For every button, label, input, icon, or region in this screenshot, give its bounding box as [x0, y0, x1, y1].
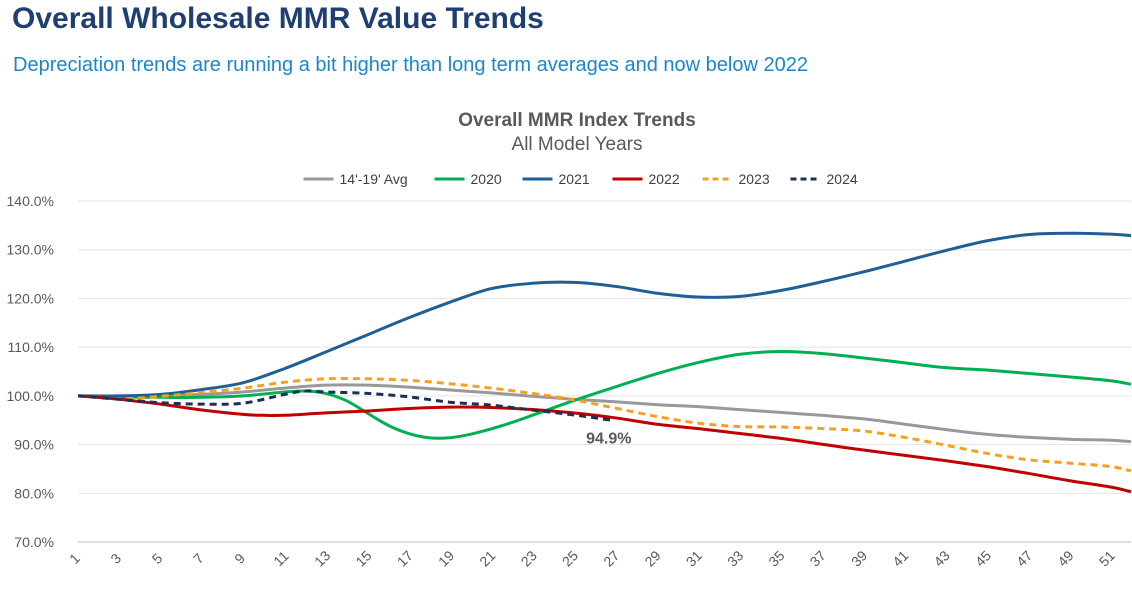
- x-tick-label: 5: [149, 550, 166, 567]
- y-axis: 70.0% 80.0% 90.0% 100.0% 110.0% 120.0% 130.0% 1…: [7, 193, 54, 550]
- y-tick-label: 100.0%: [7, 388, 54, 404]
- page-subtitle: Depreciation trends are running a bit hi…: [13, 54, 808, 76]
- legend-label-2020: 2020: [471, 171, 502, 187]
- x-tick-label: 19: [435, 547, 457, 569]
- x-tick-label: 15: [352, 547, 374, 569]
- chart-annotations: 94.9%: [586, 431, 631, 448]
- series-line-2022: [77, 394, 1132, 494]
- series-line-2020: [77, 349, 1132, 440]
- legend-label-2021: 2021: [559, 171, 590, 187]
- chart-title: Overall MMR Index Trends: [458, 110, 696, 131]
- series-line-2021: [77, 231, 1132, 398]
- y-tick-label: 130.0%: [7, 242, 54, 258]
- y-tick-label: 90.0%: [14, 437, 54, 453]
- x-tick-label: 9: [231, 550, 248, 567]
- legend-label-2024: 2024: [827, 171, 858, 187]
- x-tick-label: 41: [889, 547, 911, 569]
- page-title: Overall Wholesale MMR Value Trends: [12, 2, 544, 35]
- x-tick-label: 35: [765, 547, 787, 569]
- y-tick-label: 110.0%: [8, 339, 54, 355]
- y-tick-label: 70.0%: [14, 534, 54, 550]
- chart-subtitle: All Model Years: [512, 134, 643, 155]
- x-tick-label: 31: [683, 547, 705, 569]
- x-tick-label: 43: [930, 547, 952, 569]
- series-line-14-19-avg: [77, 383, 1132, 444]
- legend-label-2022: 2022: [649, 171, 680, 187]
- x-tick-label: 51: [1096, 547, 1118, 569]
- x-tick-label: 23: [518, 547, 540, 569]
- x-tick-label: 25: [559, 547, 581, 569]
- y-tick-label: 80.0%: [14, 485, 54, 501]
- series-line-2024: [77, 389, 616, 423]
- x-tick-label: 47: [1013, 547, 1035, 569]
- chart-legend: 14'-19' Avg 2020 2021 2022 2023 2024: [303, 171, 858, 187]
- x-tick-label: 11: [270, 548, 292, 570]
- x-tick-label: 1: [66, 550, 83, 567]
- x-tick-label: 17: [394, 547, 416, 569]
- x-axis: 1 3 5 7 9 11 13 15 17 19 21 23 25 27 29 31 33 35 37 39 41 43 4…: [66, 547, 1118, 569]
- x-tick-label: 21: [476, 547, 498, 569]
- x-tick-label: 45: [972, 547, 994, 569]
- data-label: 94.9%: [586, 431, 631, 448]
- x-tick-label: 27: [600, 547, 622, 569]
- y-tick-label: 120.0%: [7, 290, 54, 306]
- x-tick-label: 3: [107, 550, 124, 567]
- legend-label-2023: 2023: [739, 171, 770, 187]
- series-lines: [77, 231, 1132, 494]
- series-line-2023: [77, 376, 1132, 473]
- x-tick-label: 7: [190, 550, 207, 567]
- y-tick-label: 140.0%: [7, 193, 54, 209]
- x-tick-label: 49: [1054, 547, 1076, 569]
- x-tick-label: 39: [848, 547, 870, 569]
- legend-label-14-19-avg: 14'-19' Avg: [340, 171, 408, 187]
- x-tick-label: 37: [807, 547, 829, 569]
- gridlines: [78, 200, 1131, 543]
- x-tick-label: 13: [311, 547, 333, 569]
- x-tick-label: 29: [641, 547, 663, 569]
- x-tick-label: 33: [724, 547, 746, 569]
